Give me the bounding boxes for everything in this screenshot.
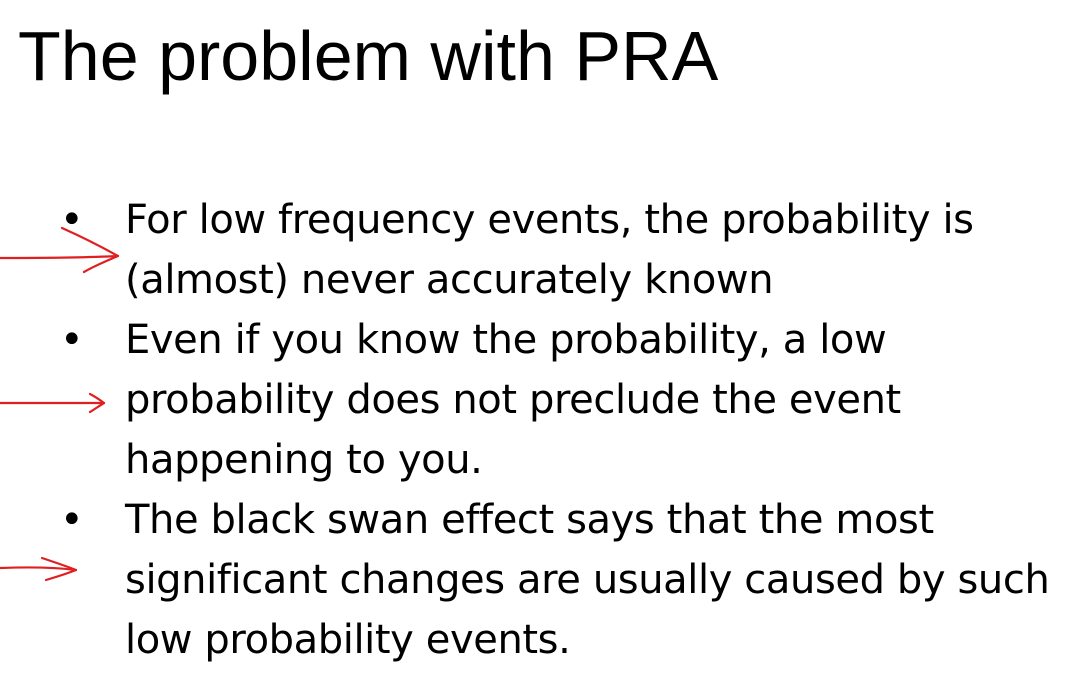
bullet-dot: •: [60, 497, 84, 543]
bullet-list: • For low frequency events, the probabil…: [0, 190, 1079, 670]
bullet-item: • For low frequency events, the probabil…: [0, 190, 1079, 310]
slide-title: The problem with PRA: [18, 17, 719, 95]
bullet-text: The black swan effect says that the most…: [125, 497, 1050, 663]
bullet-dot: •: [60, 197, 84, 243]
bullet-item: • The black swan effect says that the mo…: [0, 490, 1079, 670]
bullet-text: Even if you know the probability, a low …: [125, 317, 901, 483]
bullet-text: For low frequency events, the probabilit…: [125, 197, 974, 303]
bullet-item: • Even if you know the probability, a lo…: [0, 310, 1079, 490]
bullet-dot: •: [60, 317, 84, 363]
